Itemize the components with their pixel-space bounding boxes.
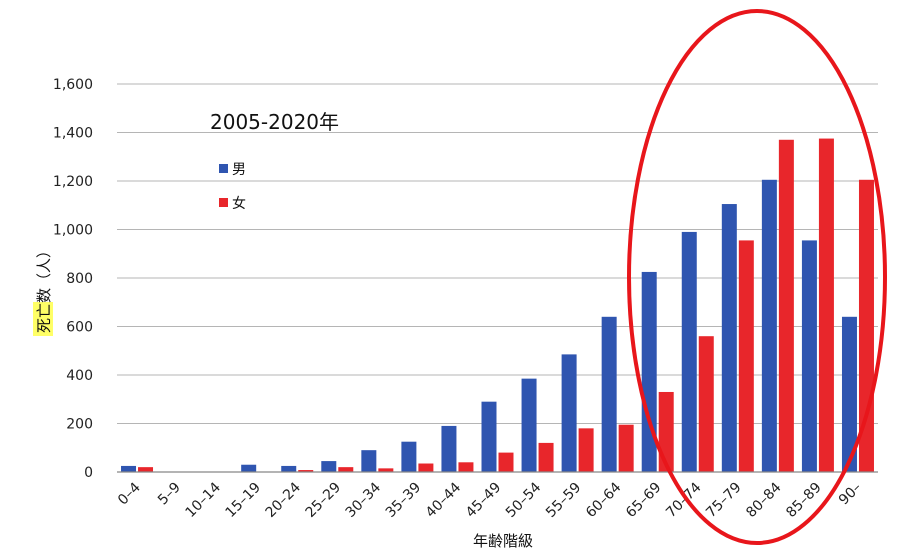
bar-male [281,465,297,472]
chart-annotation: 2005-2020年 [210,110,339,134]
legend: 男 女 [219,162,246,212]
bar-male [441,425,457,472]
y-axis-label-highlight [33,302,53,336]
bar-female [738,240,754,472]
x-tick-label: 40–44 [423,479,465,521]
bar-female [458,462,474,472]
bar-male [521,378,537,472]
bar-male [241,464,257,472]
y-tick-label: 800 [66,271,93,287]
bars [121,138,874,472]
bar-female [138,467,154,472]
y-tick-label: 1,000 [53,223,93,239]
bar-male [681,231,697,472]
x-tick-label: 30–34 [343,479,385,521]
gridlines [117,83,878,424]
bar-male [761,179,777,472]
x-axis-label: 年齢階級 [473,532,533,550]
bar-male [841,316,857,472]
y-tick-label: 200 [66,417,93,433]
bar-male [481,401,497,472]
y-axis-label: 死亡数（人） [33,243,53,336]
y-tick-label: 1,400 [53,126,93,142]
bar-male [361,450,377,472]
y-tick-label: 400 [66,368,93,384]
x-tick-label: 65–69 [623,480,664,521]
x-tick-label: 25–29 [303,480,344,521]
x-tick-label: 5–9 [155,480,184,509]
bar-female [778,139,794,472]
bar-male [641,271,657,472]
bar-male [801,240,817,472]
highlight-ellipse [627,9,887,545]
y-axis-label-text: 死亡数（人） [35,243,53,333]
x-tick-label: 50–54 [503,479,545,521]
legend-swatch-male [219,164,228,173]
bar-female [338,467,354,472]
bar-male [561,354,577,472]
x-tick-label: 20–24 [263,479,305,521]
bar-female [698,336,714,472]
y-axis-ticks: 0 200 400 600 800 1,000 1,200 1,400 1,600 [53,77,93,481]
bar-female [538,442,554,472]
x-tick-label: 10–14 [182,479,224,521]
bar-male [121,465,137,472]
y-tick-label: 1,600 [53,77,93,93]
bar-female [618,424,634,472]
x-tick-label: 75–79 [703,480,744,521]
x-tick-label: 85–89 [783,480,824,521]
bar-female [298,470,314,472]
bar-male [321,461,337,472]
y-tick-label: 600 [66,320,93,336]
x-tick-label: 80–84 [743,479,785,521]
legend-swatch-female [219,198,228,207]
x-tick-label: 55–59 [543,480,584,521]
x-axis-ticks: 0–4 5–910–1415–1920–2425–2930–3435–3940–4… [115,479,865,521]
bar-female [818,138,834,472]
y-tick-label: 0 [84,465,93,481]
bar-female [378,468,394,472]
bar-female [418,463,434,472]
legend-label-female: 女 [232,195,246,212]
bar-male [401,441,417,472]
bar-female [498,452,514,472]
bar-male [721,204,737,472]
legend-label-male: 男 [232,162,246,178]
x-tick-label: 35–39 [383,480,424,521]
x-tick-label: 0–4 [115,479,144,508]
bar-male [601,316,617,472]
x-tick-label: 15–19 [223,480,264,521]
x-tick-label: 60–64 [583,479,625,521]
x-tick-label: 45–49 [463,480,504,521]
bar-female [578,428,594,472]
x-tick-label: 90– [836,480,865,509]
y-tick-label: 1,200 [53,174,93,190]
